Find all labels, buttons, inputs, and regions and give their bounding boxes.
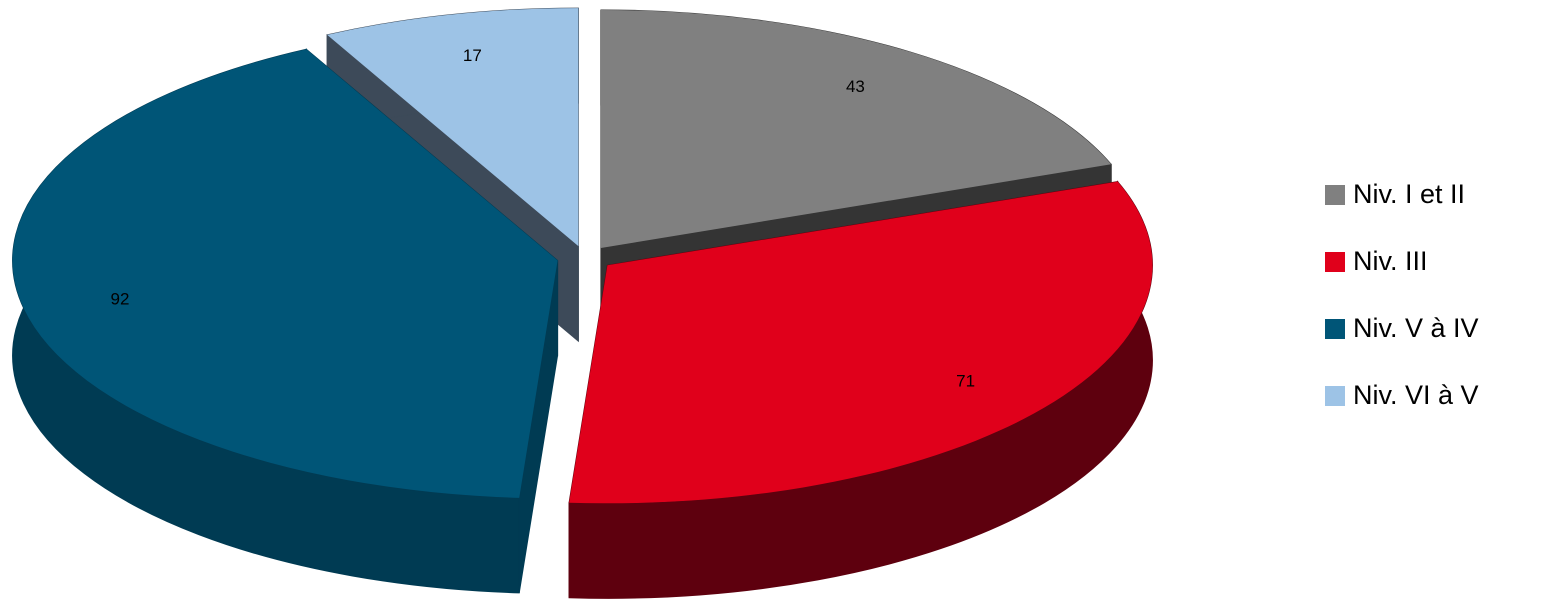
slice bbox=[600, 9, 1112, 248]
data-label: 17 bbox=[463, 46, 482, 65]
data-label: 92 bbox=[111, 290, 130, 309]
slice bbox=[569, 181, 1153, 504]
legend-swatch bbox=[1325, 319, 1345, 339]
legend-swatch bbox=[1325, 386, 1345, 406]
legend-label: Niv. VI à V bbox=[1353, 380, 1479, 410]
legend-swatch bbox=[1325, 252, 1345, 272]
legend-swatch bbox=[1325, 185, 1345, 205]
legend-label: Niv. V à IV bbox=[1353, 313, 1479, 343]
data-label: 43 bbox=[846, 77, 865, 96]
legend-label: Niv. I et II bbox=[1353, 179, 1465, 209]
slice bbox=[327, 8, 579, 247]
legend-label: Niv. III bbox=[1353, 246, 1428, 276]
slice bbox=[12, 49, 558, 498]
data-label: 71 bbox=[956, 372, 975, 391]
